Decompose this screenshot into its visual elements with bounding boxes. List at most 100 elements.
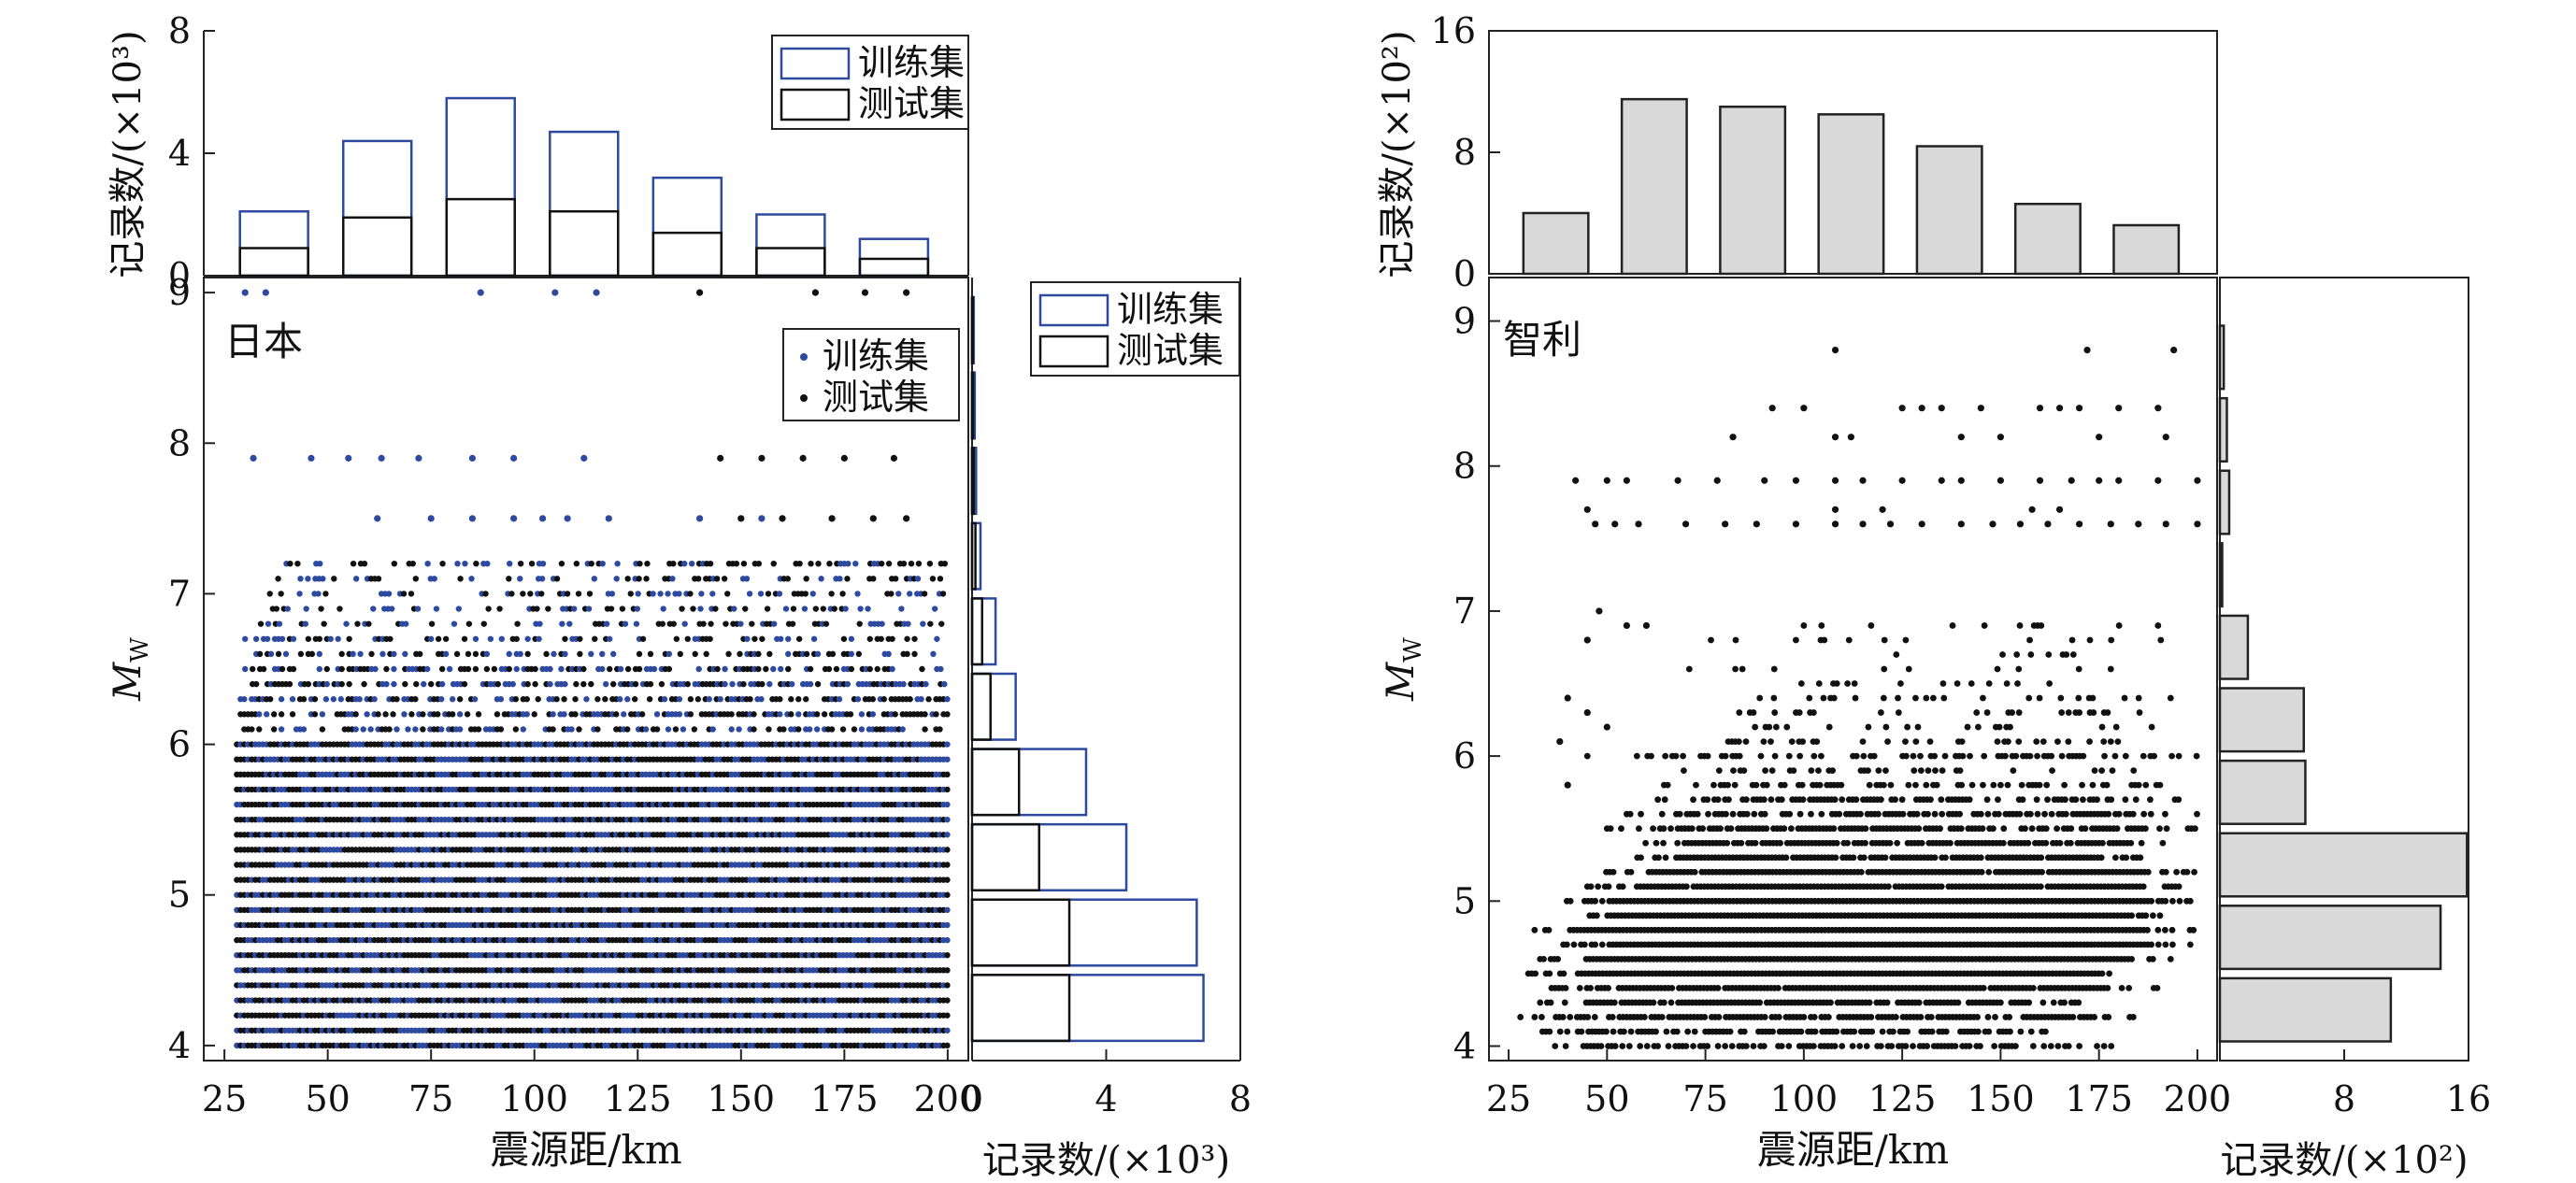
train-point	[937, 665, 944, 673]
test-point	[751, 726, 757, 733]
train-point	[746, 591, 753, 597]
test-point	[449, 711, 456, 718]
test-point	[472, 650, 479, 658]
train-point	[944, 921, 951, 929]
test-point	[609, 680, 617, 688]
test-point	[532, 665, 538, 673]
train-point	[854, 591, 861, 597]
train-point	[898, 606, 905, 612]
test-point	[687, 696, 694, 703]
test-point	[390, 711, 396, 718]
test-point	[576, 726, 582, 733]
train-point	[944, 832, 951, 838]
train-point	[424, 560, 431, 567]
test-point	[724, 591, 731, 597]
test-point	[483, 665, 491, 673]
train-point	[391, 680, 397, 688]
test-point	[938, 620, 945, 627]
train-point	[848, 635, 855, 642]
train-point	[609, 650, 617, 658]
test-point	[848, 665, 855, 673]
test-point	[944, 982, 951, 989]
test-point	[456, 696, 464, 703]
test-point	[851, 726, 858, 733]
train-point	[669, 576, 676, 582]
train-point	[680, 726, 687, 733]
train-point	[944, 816, 951, 823]
train-point	[394, 726, 400, 733]
test-point	[944, 771, 951, 778]
test-point	[703, 650, 709, 658]
test-point	[672, 726, 680, 733]
train-point	[660, 606, 666, 612]
train-point	[585, 606, 593, 612]
test-point	[708, 620, 714, 627]
train-point	[905, 620, 911, 627]
test-point	[639, 635, 647, 642]
test-point	[427, 680, 435, 688]
test-point	[929, 576, 937, 582]
test-point	[636, 665, 643, 673]
train-point	[352, 726, 359, 733]
train-point	[316, 665, 323, 673]
train-point	[785, 635, 792, 642]
test-point	[813, 711, 821, 718]
train-point	[879, 620, 885, 627]
test-point	[713, 576, 721, 582]
train-point	[676, 711, 683, 718]
train-point	[617, 696, 623, 703]
test-point	[658, 680, 665, 688]
train-point	[920, 620, 926, 627]
test-point	[927, 620, 934, 627]
train-point	[303, 606, 309, 612]
train-point	[709, 726, 716, 733]
test-point	[279, 665, 286, 673]
test-point	[338, 680, 345, 688]
train-point	[405, 726, 411, 733]
train-point	[267, 650, 275, 658]
test-point	[496, 606, 503, 612]
test-point	[413, 680, 420, 688]
test-point	[408, 711, 415, 718]
train-point	[297, 576, 304, 582]
test-point	[266, 591, 273, 597]
test-point	[829, 650, 837, 658]
train-point	[391, 665, 397, 673]
test-point	[904, 650, 910, 658]
train-point	[350, 650, 356, 658]
test-point	[361, 560, 368, 567]
test-point	[586, 591, 594, 597]
test-point	[922, 711, 928, 718]
train-point	[454, 560, 461, 567]
test-point	[442, 635, 450, 642]
test-point	[453, 650, 461, 658]
test-point	[795, 726, 802, 733]
train-point	[507, 560, 513, 567]
test-point	[338, 665, 345, 673]
train-point	[633, 620, 640, 627]
test-point	[375, 711, 381, 718]
test-point	[508, 591, 515, 597]
test-point	[749, 620, 755, 627]
train-point	[513, 665, 520, 673]
test-point	[636, 576, 642, 582]
test-point	[944, 967, 951, 974]
train-point	[722, 665, 728, 673]
train-point	[319, 711, 326, 718]
test-point	[712, 606, 719, 612]
test-point	[821, 711, 828, 718]
test-point	[892, 576, 899, 582]
test-point	[944, 997, 951, 1004]
train-point	[388, 606, 395, 612]
test-point	[833, 665, 840, 673]
train-point	[941, 680, 948, 688]
train-point	[559, 620, 565, 627]
test-point	[742, 606, 749, 612]
train-point	[385, 591, 393, 597]
test-point	[880, 696, 887, 703]
test-point	[670, 620, 677, 627]
train-point	[383, 680, 390, 688]
train-point	[809, 591, 816, 597]
train-point	[766, 680, 773, 688]
